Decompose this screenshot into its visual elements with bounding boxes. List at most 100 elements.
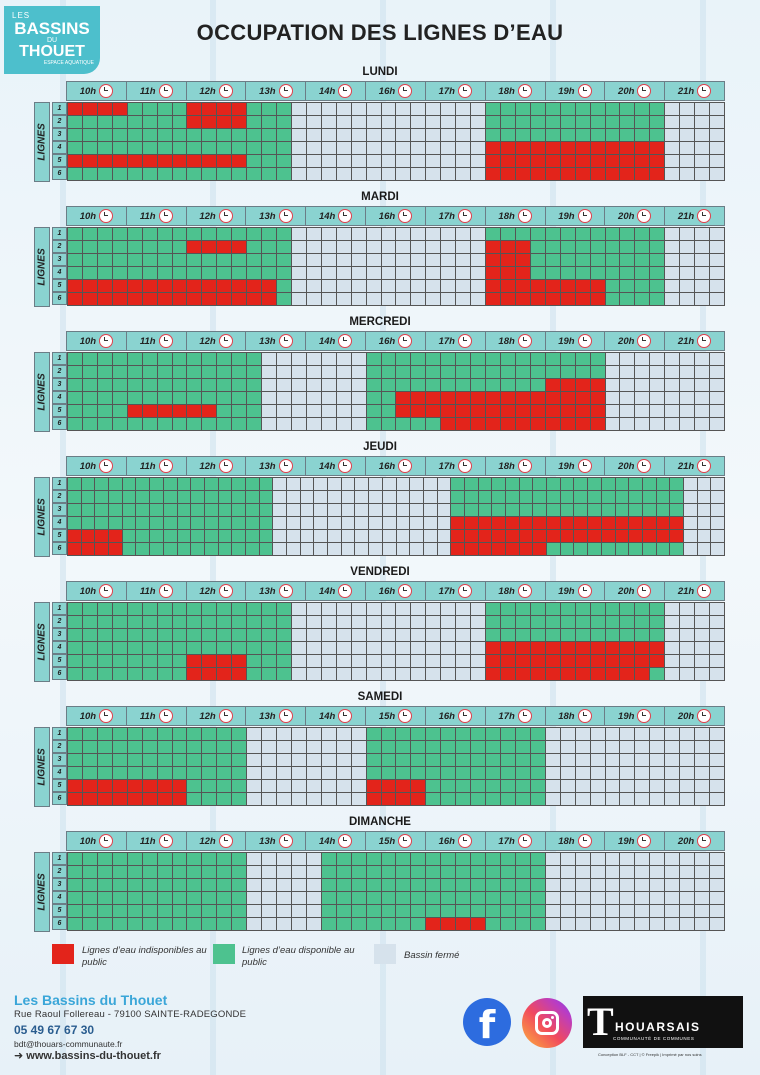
lines-label: LIGNES: [36, 498, 48, 536]
slot-available: [501, 853, 516, 866]
slot-available: [366, 392, 382, 405]
clock-icon: [158, 209, 173, 223]
clock-icon: [218, 334, 233, 348]
slot-available: [336, 905, 352, 918]
hour-header: 10h 11h 12h 13h 14h 16h 17h 18h 19h 20h 21h: [66, 81, 725, 101]
slot-available: [68, 866, 83, 879]
slot-closed: [291, 866, 307, 879]
slot-closed: [695, 642, 711, 655]
slot-closed: [441, 142, 457, 155]
slot-unavailable: [217, 280, 233, 293]
slot-available: [601, 504, 616, 517]
slot-unavailable: [670, 530, 684, 543]
slot-available: [247, 129, 263, 142]
slot-available: [217, 254, 233, 267]
clock-icon: [398, 334, 413, 348]
facebook-icon[interactable]: f: [463, 998, 511, 1047]
slot-closed: [456, 267, 472, 280]
slot-available: [163, 491, 178, 504]
slot-available: [471, 741, 487, 754]
slot-closed: [351, 603, 367, 616]
lane-number: 6: [52, 542, 67, 555]
slot-available: [68, 478, 82, 491]
slot-closed: [665, 103, 681, 116]
hour-cell: 12h: [185, 581, 247, 601]
slot-closed: [680, 280, 696, 293]
slot-closed: [262, 853, 278, 866]
slot-closed: [321, 642, 337, 655]
slot-available: [486, 754, 502, 767]
clock-icon: [158, 334, 173, 348]
slot-closed: [306, 241, 322, 254]
slot-available: [262, 129, 278, 142]
slot-closed: [341, 504, 356, 517]
slot-available: [486, 103, 502, 116]
slot-available: [635, 603, 651, 616]
slot-available: [68, 754, 83, 767]
slot-available: [642, 543, 657, 556]
slot-closed: [306, 793, 322, 806]
slot-closed: [291, 366, 307, 379]
slot-available: [112, 767, 128, 780]
slot-closed: [711, 478, 725, 491]
slot-unavailable: [187, 293, 203, 306]
slot-closed: [351, 780, 367, 793]
instagram-icon[interactable]: [522, 998, 572, 1048]
lane-grid: [67, 852, 725, 931]
slot-unavailable: [112, 780, 128, 793]
slot-closed: [456, 103, 472, 116]
slot-available: [112, 728, 128, 741]
slot-available: [533, 491, 548, 504]
slot-closed: [695, 629, 711, 642]
slot-closed: [291, 629, 307, 642]
slot-closed: [590, 754, 606, 767]
slot-closed: [426, 267, 442, 280]
lines-label: LIGNES: [36, 873, 48, 911]
hour-label: 16h: [378, 85, 396, 97]
slot-unavailable: [635, 668, 651, 681]
slot-available: [441, 892, 457, 905]
footer-website[interactable]: ➜ www.bassins-du-thouet.fr: [14, 1049, 161, 1062]
hour-label: 17h: [498, 710, 515, 722]
slot-closed: [695, 228, 711, 241]
slot-closed: [590, 905, 606, 918]
slot-available: [515, 228, 531, 241]
clock-icon: [99, 584, 114, 598]
slot-unavailable: [575, 168, 591, 181]
slot-available: [112, 254, 128, 267]
slot-available: [629, 504, 643, 517]
footer-phone[interactable]: 05 49 67 67 30: [14, 1023, 95, 1037]
slot-available: [501, 879, 516, 892]
slot-unavailable: [202, 293, 218, 306]
slot-unavailable: [492, 530, 506, 543]
slot-available: [530, 866, 546, 879]
hour-cell: 16h: [365, 331, 426, 351]
slot-available: [426, 741, 442, 754]
slot-unavailable: [82, 155, 98, 168]
slot-closed: [291, 616, 307, 629]
slot-closed: [665, 655, 681, 668]
slot-available: [191, 478, 205, 491]
slot-closed: [680, 267, 696, 280]
slot-closed: [456, 642, 472, 655]
slot-closed: [351, 228, 367, 241]
slot-available: [112, 655, 128, 668]
slot-available: [336, 892, 352, 905]
hour-cell: 18h: [484, 206, 546, 226]
slot-unavailable: [620, 168, 636, 181]
footer-email[interactable]: bdt@thouars-communaute.fr: [14, 1039, 123, 1049]
slot-available: [262, 241, 278, 254]
slot-closed: [396, 668, 412, 681]
slot-available: [136, 491, 151, 504]
slot-unavailable: [127, 155, 143, 168]
slot-closed: [560, 728, 576, 741]
slot-closed: [560, 767, 576, 780]
slot-unavailable: [575, 418, 591, 431]
slot-closed: [635, 853, 651, 866]
hour-label: 17h: [438, 85, 455, 97]
hour-cell: 14h: [305, 331, 367, 351]
slot-closed: [411, 280, 427, 293]
slot-closed: [650, 793, 666, 806]
slot-available: [441, 353, 457, 366]
slot-available: [547, 543, 561, 556]
